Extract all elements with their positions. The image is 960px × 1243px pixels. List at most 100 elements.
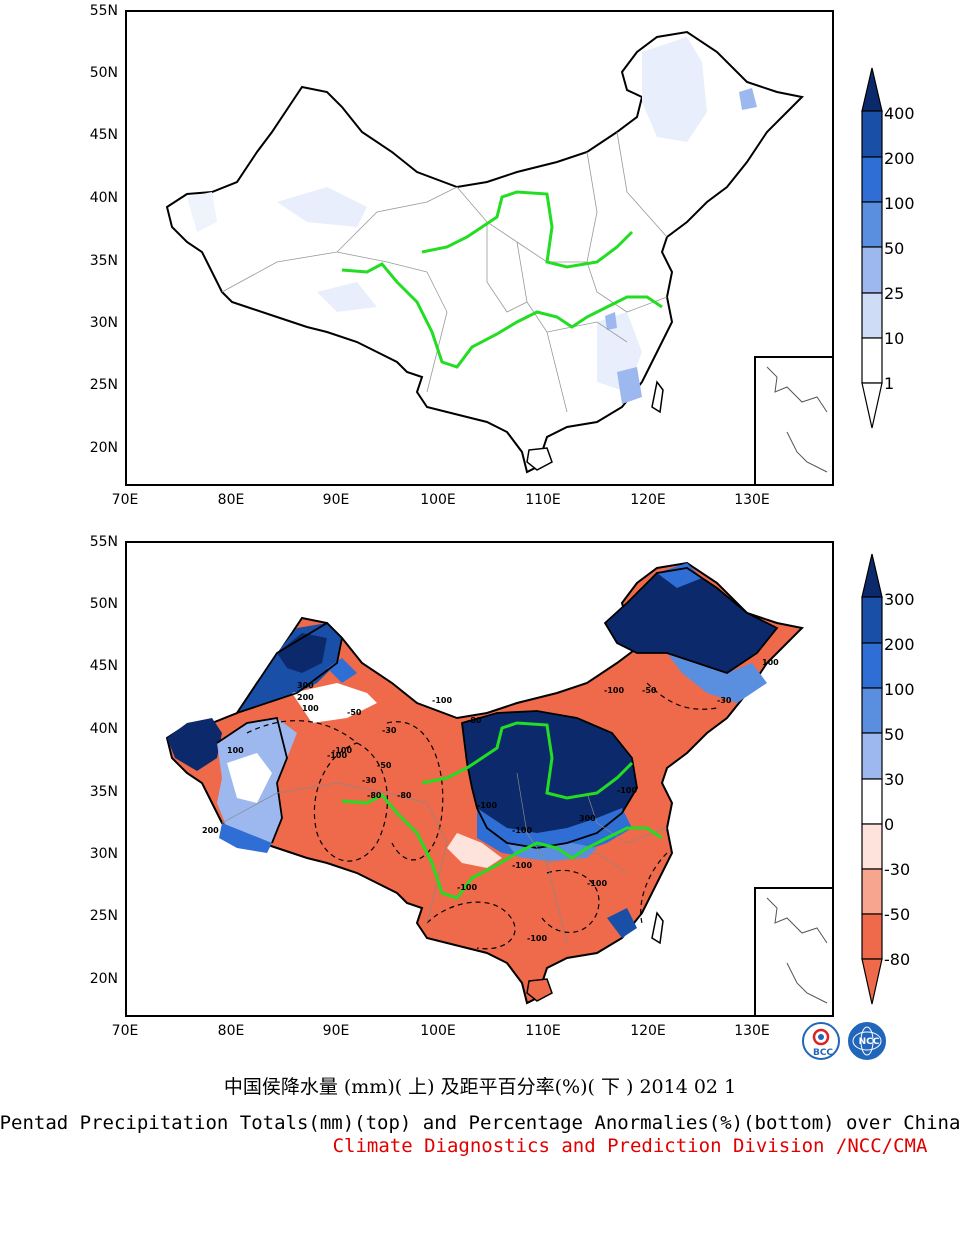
bottom-lon-label: 70E [111, 1023, 139, 1039]
bottom-lat-label: 20N [89, 971, 118, 987]
bottom-lat-label: 50N [89, 596, 118, 612]
contour-label: -80 [367, 791, 382, 800]
positive-anomaly-northeast [605, 568, 777, 673]
yellow-river [421, 190, 634, 269]
ncc-logo: NCC [848, 1022, 886, 1060]
top-lon-label: 70E [111, 492, 139, 508]
positive-contours [216, 567, 779, 849]
contour-label: -50 [347, 708, 362, 717]
bottom-lon-label: 100E [420, 1023, 456, 1039]
top-lat-label: 55N [89, 3, 118, 19]
contour-label: -30 [382, 726, 397, 735]
contour-label: -30 [717, 696, 732, 705]
ncc-logo-text: NCC [858, 1037, 880, 1047]
contour-label: -80 [467, 716, 482, 725]
top-lon-label: 120E [630, 492, 666, 508]
contour-label: 200 [202, 826, 219, 835]
taiwan [651, 380, 664, 414]
light-precip-patch [642, 37, 707, 142]
moderate-precip-patch [605, 312, 617, 330]
top-colorbar-label: 400 [884, 104, 915, 123]
hainan [526, 447, 553, 471]
moderate-precip-patch [617, 367, 642, 404]
south-china-sea-inset [754, 356, 832, 484]
bottom-lat-label: 45N [89, 658, 118, 674]
light-precip-patch [277, 187, 367, 227]
contour-label: -50 [377, 761, 392, 770]
bottom-lat-label: 40N [89, 721, 118, 737]
contour-label: -80 [397, 791, 412, 800]
top-colorbar-label: 10 [884, 329, 905, 348]
top-lat-label: 20N [89, 440, 118, 456]
top-lat-label: 50N [89, 65, 118, 81]
contour-label: 300 [297, 681, 314, 690]
contour-label: 100 [227, 746, 244, 755]
bottom-lat-label: 30N [89, 846, 118, 862]
top-lon-label: 90E [322, 492, 350, 508]
bottom-lat-label: 25N [89, 908, 118, 924]
contour-label: -100 [527, 934, 547, 943]
top-lat-label: 30N [89, 315, 118, 331]
yellow-river [421, 721, 634, 800]
south-china-sea-inset [754, 887, 832, 1015]
negative-contours [246, 682, 718, 950]
bottom-lon-label: 80E [217, 1023, 245, 1039]
bottom-colorbar-label: 50 [884, 725, 905, 744]
top-lon-label: 110E [525, 492, 561, 508]
bottom-colorbar-label: 100 [884, 680, 915, 699]
bottom-colorbar-label: 300 [884, 590, 915, 609]
chinese-title: 中国侯降水量 (mm)( 上) 及距平百分率(%)( 下 ) 2014 02 1 [223, 1076, 737, 1098]
contour-label: 100 [762, 658, 779, 667]
contour-label: 100 [302, 704, 319, 713]
contour-label: -50 [642, 686, 657, 695]
contour-label: -100 [617, 786, 637, 795]
bottom-colorbar-label: 0 [884, 815, 895, 834]
bcc-logo-text: BCC [812, 1048, 834, 1058]
top-lon-label: 80E [217, 492, 245, 508]
yangtze-river [341, 793, 663, 900]
contour-label: -100 [457, 883, 477, 892]
contour-label: -100 [512, 861, 532, 870]
top-precipitation-map [125, 10, 834, 486]
contour-label: -100 [477, 801, 497, 810]
contour-label: -100 [332, 746, 352, 755]
top-colorbar-label: 200 [884, 149, 915, 168]
credit-line: Climate Diagnostics and Prediction Divis… [332, 1135, 928, 1157]
english-title: Pentad Precipitation Totals(mm)(top) and… [0, 1112, 960, 1134]
light-precip-patch [187, 192, 217, 232]
yangtze-river [341, 262, 663, 369]
top-colorbar-label: 25 [884, 284, 905, 303]
bottom-lon-label: 110E [525, 1023, 561, 1039]
contour-label: -100 [604, 686, 624, 695]
province-boundaries [221, 131, 668, 413]
province-boundaries [221, 772, 668, 944]
contour-label: -30 [362, 776, 377, 785]
top-lon-label: 100E [420, 492, 456, 508]
bottom-lat-label: 55N [89, 534, 118, 550]
contour-label: -100 [512, 826, 532, 835]
top-colorbar-label: 1 [884, 374, 895, 393]
bottom-map-canvas: -100 -50 -30 -80 -100 300 200 100 100 20… [165, 561, 832, 1015]
light-precip-patch [317, 282, 377, 312]
bottom-lat-label: 35N [89, 784, 118, 800]
bottom-colorbar [861, 553, 883, 1005]
bottom-colorbar-label: -50 [884, 905, 911, 924]
ncc-globe-icon [852, 1026, 882, 1056]
contour-label: 300 [579, 814, 596, 823]
contour-label: -100 [432, 696, 452, 705]
top-colorbar [861, 67, 883, 429]
top-lat-label: 25N [89, 377, 118, 393]
contour-value-labels: -100 -50 -30 -80 -100 300 200 100 100 20… [202, 658, 779, 943]
bottom-anomaly-map: -100 -50 -30 -80 -100 300 200 100 100 20… [125, 541, 834, 1017]
bcc-logo: BCC [802, 1022, 840, 1060]
bottom-colorbar-label: 200 [884, 635, 915, 654]
top-lat-label: 35N [89, 253, 118, 269]
top-map-canvas [165, 30, 832, 484]
moderate-precip-patch [739, 88, 757, 110]
bottom-lon-label: 120E [630, 1023, 666, 1039]
bottom-colorbar-label: 30 [884, 770, 905, 789]
bottom-lon-label: 90E [322, 1023, 350, 1039]
top-colorbar-label: 100 [884, 194, 915, 213]
top-lat-label: 40N [89, 190, 118, 206]
top-colorbar-label: 50 [884, 239, 905, 258]
